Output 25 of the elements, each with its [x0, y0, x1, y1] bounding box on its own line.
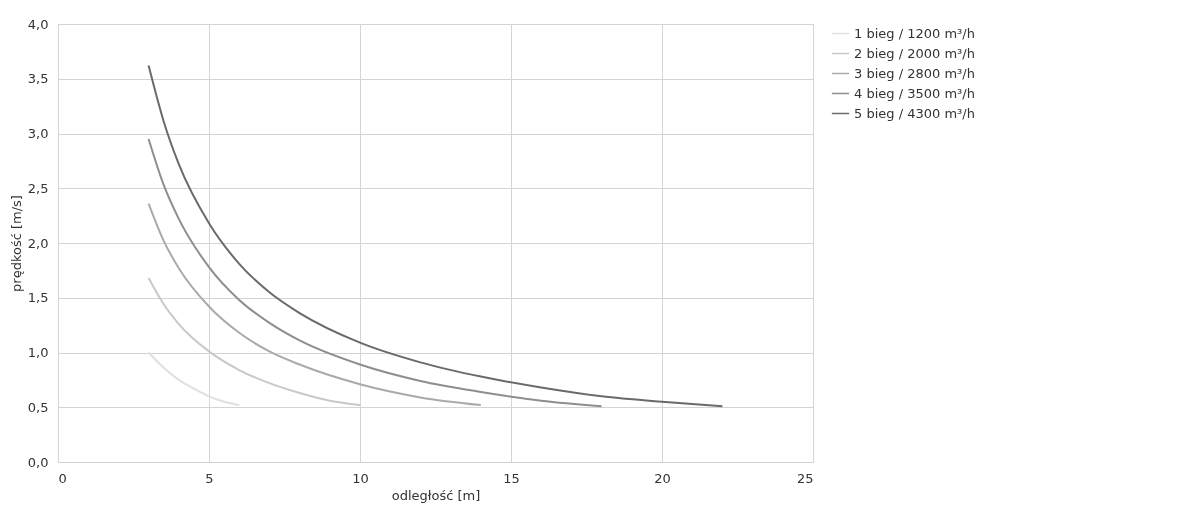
x-tick-label: 25 [796, 470, 814, 486]
y-tick-label: 1,5 [27, 290, 49, 306]
y-axis-title: prędkość [m/s] [8, 195, 24, 292]
y-tick-label: 2,0 [27, 235, 49, 251]
legend-label: 5 bieg / 4300 m³/h [854, 105, 975, 121]
line-series [147, 64, 724, 408]
x-tick-label: 20 [654, 470, 671, 486]
y-tick-label: 0,0 [27, 454, 49, 470]
y-tick-label: 4,0 [27, 16, 49, 32]
y-tick-label: 3,0 [27, 126, 49, 141]
y-tick-label: 1,0 [27, 345, 49, 360]
x-tick-label: 0 [58, 470, 67, 486]
x-axis-title: odległość [m] [391, 487, 481, 503]
y-tick-label: 0,5 [27, 399, 49, 415]
x-tick-label: 5 [205, 470, 214, 486]
legend-label: 3 bieg / 2800 m³/h [854, 65, 975, 81]
legend-label: 2 bieg / 2000 m³/h [854, 45, 975, 61]
y-tick-label: 2,5 [27, 180, 49, 196]
y-tick-label: 3,5 [27, 71, 49, 87]
line-series [147, 137, 603, 408]
x-tick-label: 10 [352, 470, 369, 486]
line-series [147, 202, 482, 407]
legend-label: 1 bieg / 1200 m³/h [854, 25, 975, 41]
x-tick-label: 15 [503, 470, 520, 486]
legend-label: 4 bieg / 3500 m³/h [854, 85, 975, 101]
